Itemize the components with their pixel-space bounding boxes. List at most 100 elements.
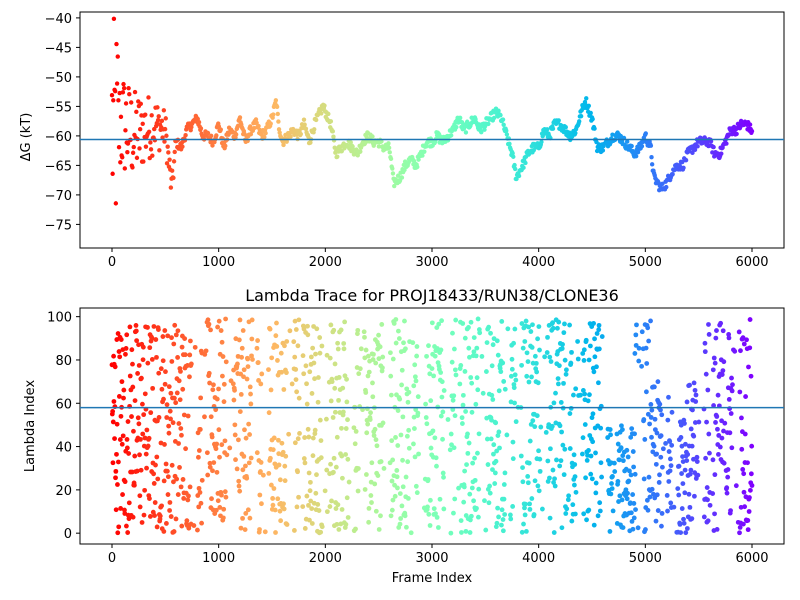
lambda-point xyxy=(664,493,670,498)
lambda-point xyxy=(223,359,229,365)
lambda-point xyxy=(413,378,419,384)
delta-g-point xyxy=(171,159,177,164)
lambda-point xyxy=(369,460,375,466)
delta-g-point xyxy=(584,96,589,101)
lambda-point xyxy=(315,502,321,507)
lambda-point xyxy=(162,381,168,387)
lambda-point xyxy=(618,445,624,451)
lambda-point xyxy=(173,332,179,338)
delta-g-point xyxy=(134,155,140,161)
lambda-point xyxy=(296,317,302,323)
lambda-point xyxy=(722,420,728,426)
lambda-point xyxy=(456,485,461,491)
lambda-point xyxy=(473,353,479,359)
lambda-point xyxy=(711,355,717,361)
delta-g-point xyxy=(629,143,634,149)
lambda-y-tick-label: 20 xyxy=(55,484,72,499)
lambda-point xyxy=(746,364,751,370)
delta-g-point xyxy=(339,148,344,154)
lambda-point xyxy=(339,507,345,512)
delta-g-point xyxy=(719,151,724,156)
lambda-point xyxy=(440,470,446,476)
lambda-point xyxy=(400,457,405,463)
lambda-ylabel: Lambda Index xyxy=(23,380,38,473)
lambda-point xyxy=(491,442,497,448)
delta-g-point xyxy=(132,89,138,95)
lambda-point xyxy=(358,346,364,352)
lambda-point xyxy=(368,479,374,485)
lambda-point xyxy=(428,445,434,451)
delta-g-y-tick-label: −60 xyxy=(45,130,72,145)
lambda-point xyxy=(309,506,315,512)
lambda-point xyxy=(617,457,622,463)
lambda-point xyxy=(210,468,215,474)
delta-g-point xyxy=(262,134,267,140)
lambda-point xyxy=(684,458,690,463)
lambda-point xyxy=(532,424,538,430)
lambda-point xyxy=(278,518,284,524)
lambda-point xyxy=(743,394,748,399)
lambda-point xyxy=(512,326,518,332)
lambda-point xyxy=(414,344,420,349)
lambda-point xyxy=(748,487,753,493)
lambda-point xyxy=(166,384,172,390)
lambda-point xyxy=(124,332,130,338)
lambda-point xyxy=(130,384,136,390)
lambda-point xyxy=(185,497,191,503)
lambda-point xyxy=(715,392,721,398)
lambda-point xyxy=(247,515,253,521)
lambda-point xyxy=(463,528,469,534)
lambda-point xyxy=(510,456,516,462)
lambda-point xyxy=(371,351,376,357)
lambda-point xyxy=(632,471,638,477)
lambda-point xyxy=(460,392,466,398)
lambda-point xyxy=(318,438,324,443)
lambda-point xyxy=(397,521,403,527)
delta-g-x-tick-label: 0 xyxy=(108,255,116,270)
lambda-x-tick-label: 0 xyxy=(108,551,116,566)
lambda-point xyxy=(266,470,272,476)
lambda-point xyxy=(199,520,205,526)
lambda-point xyxy=(440,409,446,415)
lambda-point xyxy=(170,420,176,426)
lambda-point xyxy=(684,399,690,405)
lambda-point xyxy=(502,470,508,476)
lambda-point xyxy=(167,408,173,414)
lambda-point xyxy=(214,469,220,475)
lambda-point xyxy=(714,328,719,333)
lambda-point xyxy=(139,520,145,525)
delta-g-point xyxy=(457,115,463,121)
lambda-point xyxy=(215,324,221,330)
lambda-point xyxy=(714,414,720,419)
lambda-point xyxy=(262,529,268,535)
delta-g-point xyxy=(516,173,522,179)
lambda-point xyxy=(295,343,301,349)
lambda-point xyxy=(567,322,572,328)
lambda-point xyxy=(317,417,323,423)
lambda-point xyxy=(308,498,314,504)
lambda-x-tick-label: 4000 xyxy=(522,551,555,566)
lambda-point xyxy=(590,411,596,417)
lambda-point xyxy=(591,321,596,326)
lambda-point xyxy=(499,507,505,513)
lambda-point xyxy=(471,498,476,504)
lambda-point xyxy=(395,408,401,413)
lambda-point xyxy=(438,370,444,375)
lambda-point xyxy=(116,349,122,354)
lambda-point xyxy=(728,411,734,416)
lambda-point xyxy=(153,337,159,342)
lambda-point xyxy=(597,500,603,506)
lambda-point xyxy=(458,363,464,368)
lambda-point xyxy=(156,415,162,420)
delta-g-point xyxy=(114,41,119,47)
lambda-point xyxy=(270,502,276,508)
delta-g-point xyxy=(422,149,427,154)
lambda-point xyxy=(646,338,652,344)
delta-g-point xyxy=(125,141,131,146)
lambda-point xyxy=(333,464,339,470)
lambda-point xyxy=(433,511,438,516)
lambda-point xyxy=(545,334,550,340)
lambda-point xyxy=(499,522,504,528)
lambda-point xyxy=(643,527,648,532)
lambda-point xyxy=(648,415,654,420)
